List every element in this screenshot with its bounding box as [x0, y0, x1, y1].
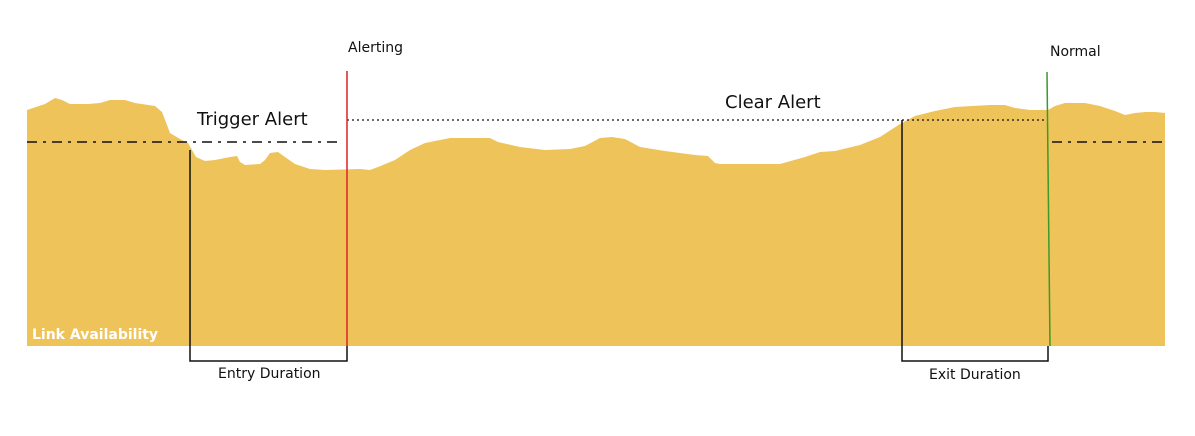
series-label: Link Availability [32, 327, 159, 343]
normal-label: Normal [1050, 44, 1101, 60]
exit-duration-label: Exit Duration [929, 367, 1021, 383]
alerting-label: Alerting [348, 40, 403, 56]
entry-duration-label: Entry Duration [218, 366, 321, 382]
entry-duration-bracket [189, 150, 348, 362]
clear-alert-label: Clear Alert [725, 92, 821, 113]
link-availability-area [27, 98, 1165, 346]
trigger-alert-label: Trigger Alert [197, 109, 308, 130]
normal-marker-line [1046, 71, 1051, 347]
exit-duration-bracket [901, 120, 1049, 362]
